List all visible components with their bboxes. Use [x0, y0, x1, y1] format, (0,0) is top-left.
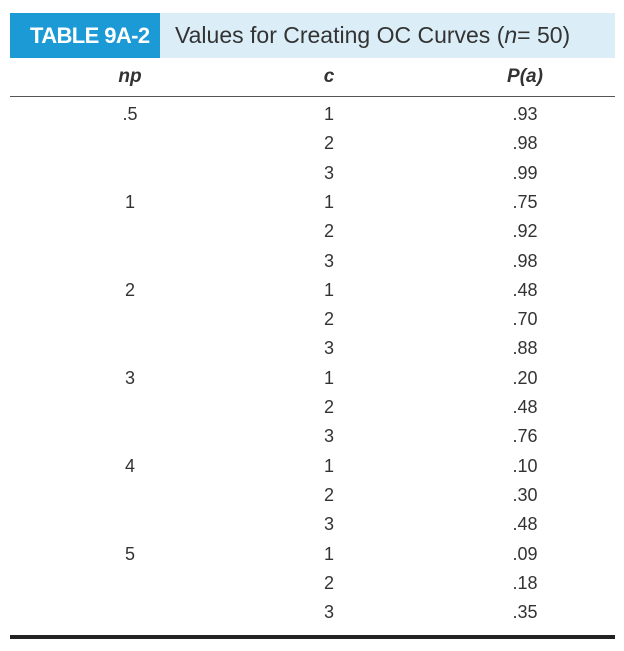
cell-pa: .70	[512, 309, 538, 330]
cell-c: 1	[323, 104, 334, 124]
header-rule	[10, 96, 615, 97]
cell-np: 4	[124, 455, 135, 476]
table-title: Values for Creating OC Curves (n = 50)	[175, 13, 570, 58]
cell-pa: .98	[512, 250, 538, 271]
cell-pa: .88	[512, 338, 538, 359]
cell-np: .5	[122, 104, 138, 124]
table-row: 3.88	[10, 335, 615, 364]
cell-pa: .48	[512, 279, 538, 300]
table-row: .5 1 .93	[10, 101, 615, 130]
table-row: 3.99	[10, 160, 615, 189]
cell-c: 2	[323, 572, 334, 593]
table-row: 3.35	[10, 599, 615, 628]
table-row: 3.48	[10, 511, 615, 540]
cell-c: 2	[323, 309, 334, 330]
cell-c: 1	[323, 279, 334, 300]
table-row: 2.30	[10, 482, 615, 511]
cell-c: 2	[323, 484, 334, 505]
cell-pa: .30	[512, 484, 538, 505]
cell-c: 2	[323, 221, 334, 242]
cell-c: 2	[323, 397, 334, 417]
cell-pa: .98	[512, 133, 538, 154]
table-row: 5 1.09	[10, 541, 615, 570]
cell-np: 1	[124, 191, 135, 212]
table-row: 2.92	[10, 218, 615, 247]
cell-pa: .75	[512, 191, 538, 212]
cell-pa: .76	[512, 426, 538, 447]
table-row: 3.76	[10, 423, 615, 452]
table-row: 1 1.75	[10, 189, 615, 218]
cell-np: 3	[124, 367, 135, 388]
cell-c: 3	[323, 514, 334, 535]
table-header-row: np c P(a)	[10, 62, 615, 94]
cell-c: 1	[323, 191, 334, 212]
bottom-rule	[10, 635, 615, 639]
table-row: 3 1.20	[10, 365, 615, 394]
table-row: 4 1.10	[10, 453, 615, 482]
cell-pa: .09	[512, 543, 538, 564]
cell-c: 3	[323, 426, 334, 447]
cell-c: 3	[323, 250, 334, 271]
cell-c: 3	[323, 338, 334, 359]
cell-pa: .92	[512, 221, 538, 242]
table-title-bar: TABLE 9A-2 Values for Creating OC Curves…	[10, 13, 615, 58]
table-row: 2.70	[10, 306, 615, 335]
cell-pa: .93	[512, 104, 538, 124]
cell-c: 1	[323, 543, 334, 564]
cell-pa: .18	[512, 572, 538, 593]
cell-c: 3	[323, 602, 334, 623]
cell-c: 1	[323, 455, 334, 476]
cell-c: 3	[323, 162, 334, 183]
cell-pa: .48	[512, 514, 538, 535]
table-row: 2.98	[10, 130, 615, 159]
header-c: c	[323, 66, 335, 87]
table-title-variable: n	[504, 22, 518, 48]
cell-np: 5	[124, 543, 135, 564]
table-row: 2.18	[10, 570, 615, 599]
table-title-prefix: Values for Creating OC Curves (	[175, 22, 505, 48]
cell-np: 2	[124, 279, 135, 300]
cell-pa: .10	[512, 455, 538, 476]
table-label: TABLE 9A-2	[10, 13, 160, 58]
table-row: 2 1.48	[10, 277, 615, 306]
header-pa: P(a)	[507, 66, 543, 87]
cell-c: 1	[323, 367, 334, 388]
cell-pa: .35	[512, 602, 538, 623]
header-np: np	[118, 66, 142, 87]
cell-c: 2	[323, 133, 334, 154]
cell-pa: .20	[512, 367, 538, 388]
table-row: 2.48	[10, 394, 615, 423]
cell-pa: .99	[512, 162, 538, 183]
table-row: 3.98	[10, 248, 615, 277]
cell-pa: .48	[512, 397, 538, 417]
table-title-suffix: = 50)	[517, 22, 571, 48]
